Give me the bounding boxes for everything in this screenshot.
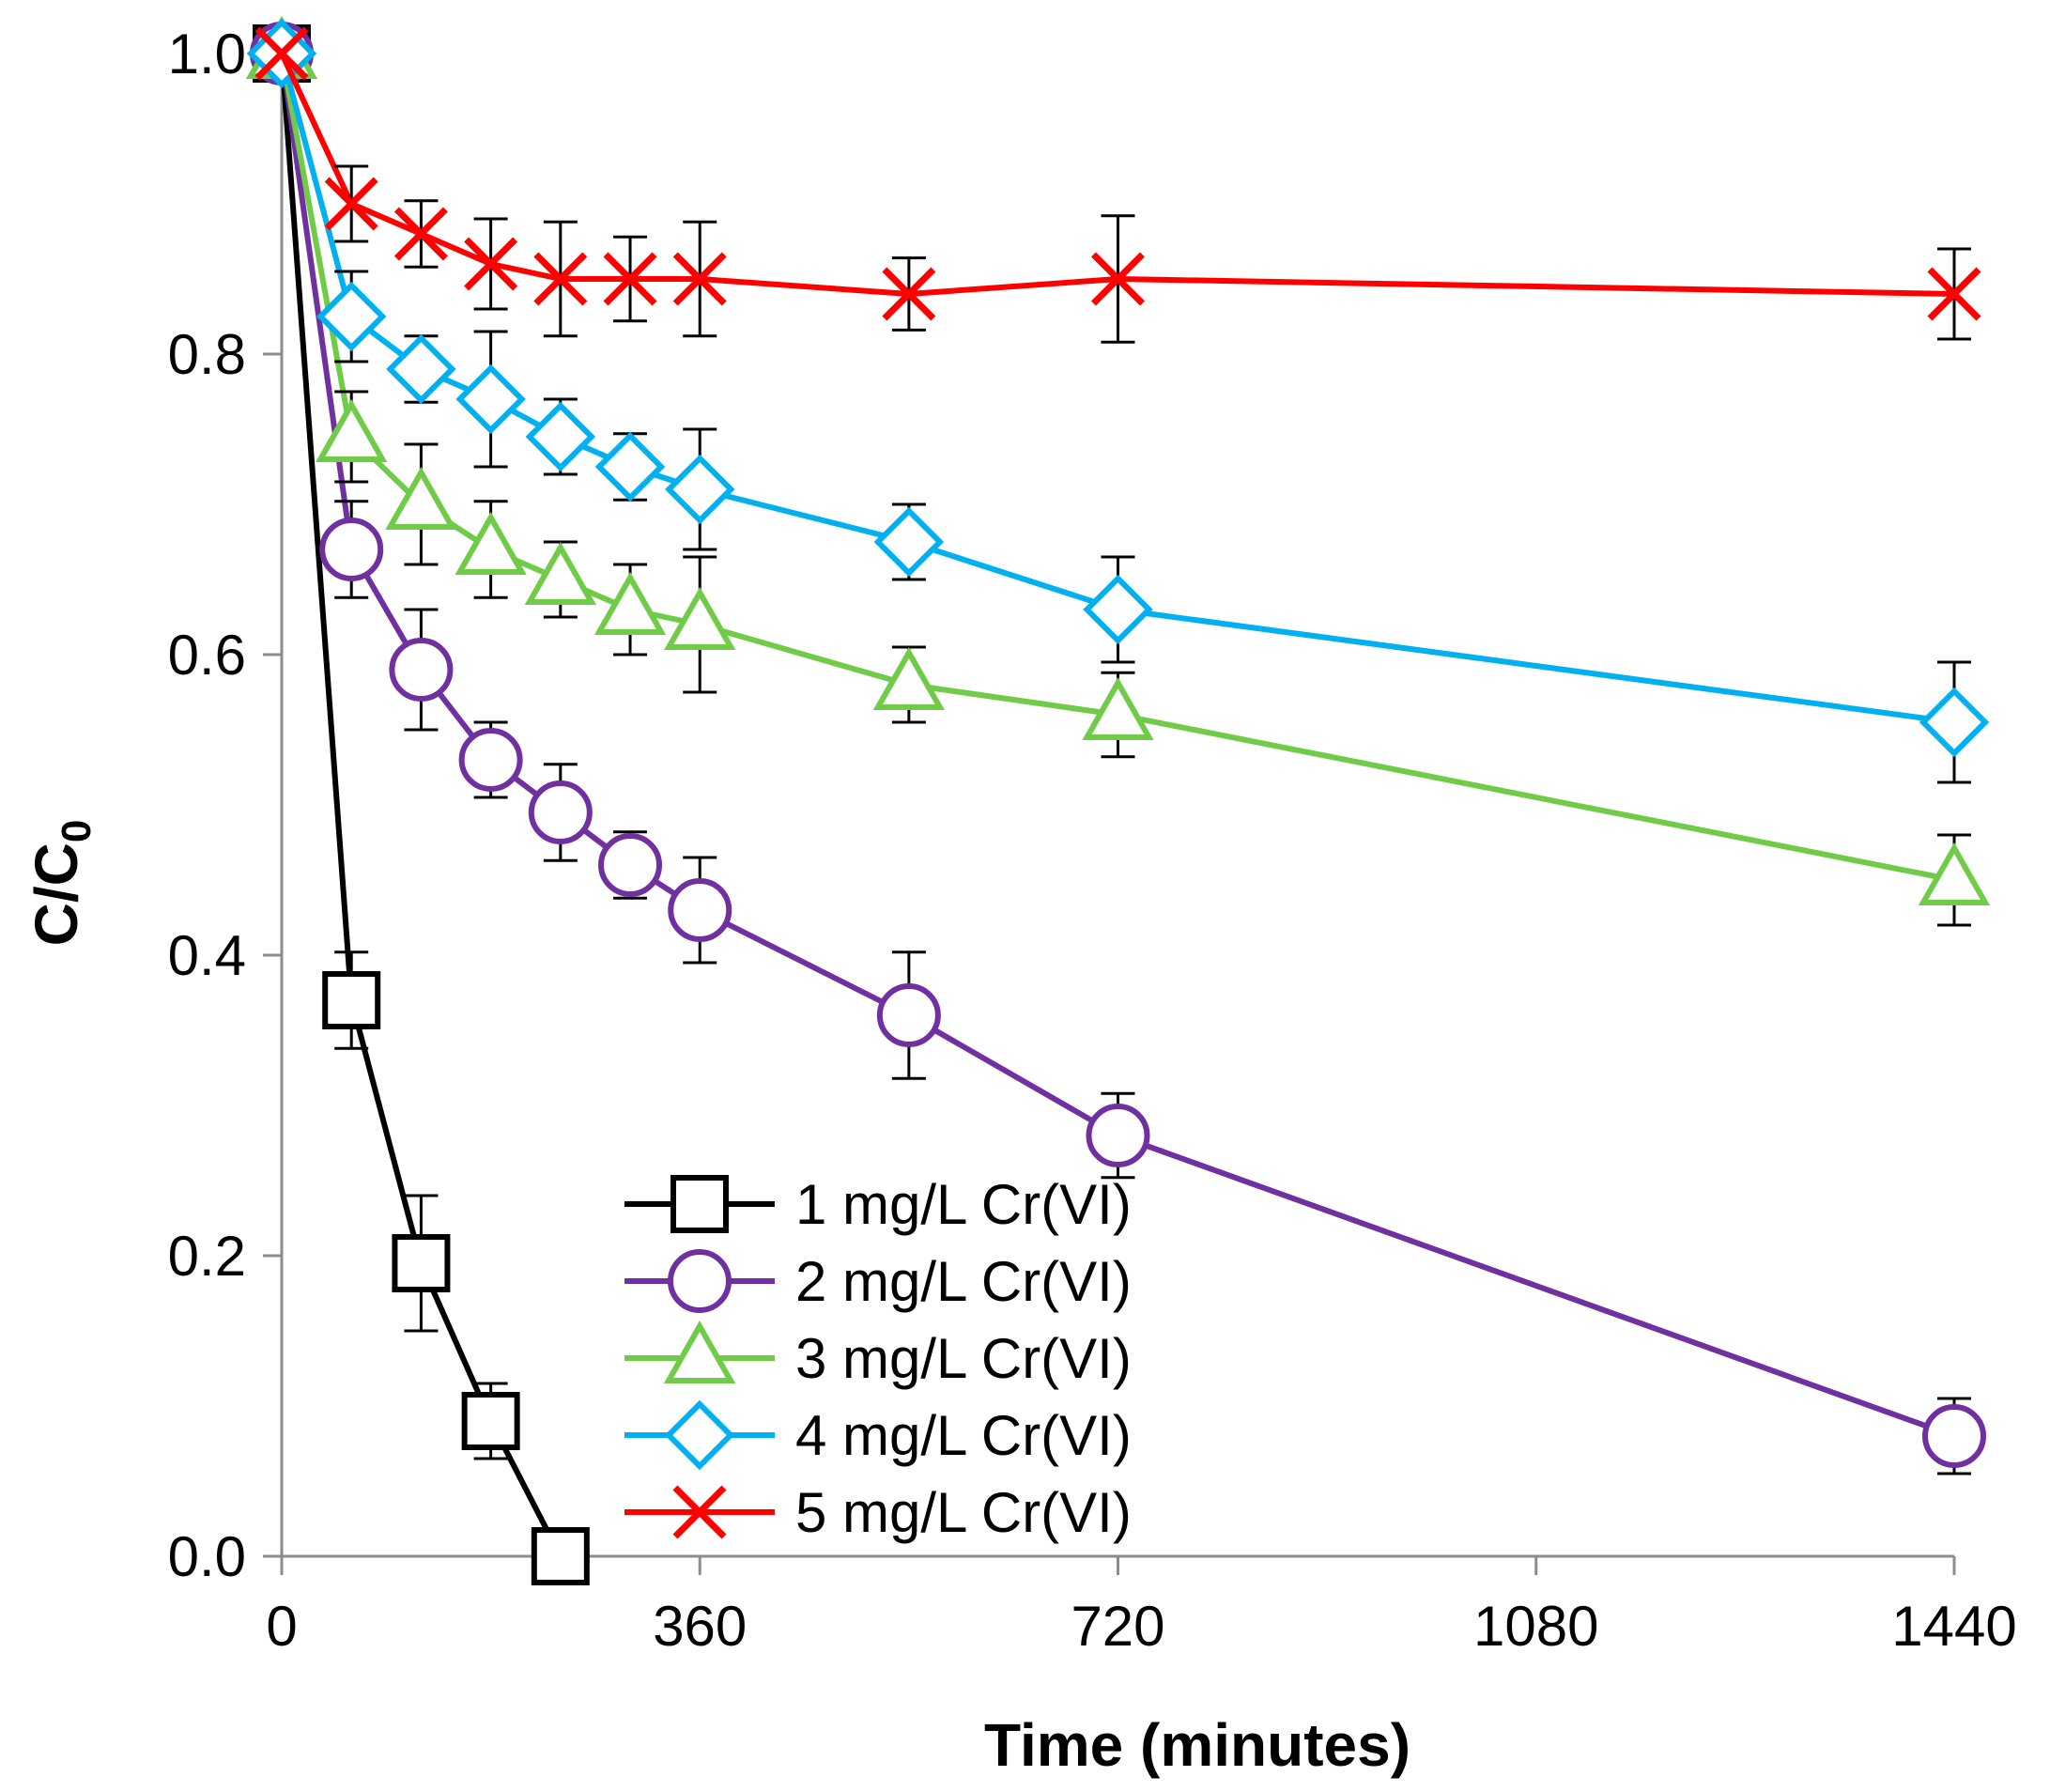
data-point [458, 728, 523, 792]
data-point [1918, 842, 1991, 905]
axes: 0.0 0.2 0.4 0.6 0.8 1.0 0 360 720 1080 1440 [168, 23, 2017, 1658]
data-point [1082, 676, 1154, 740]
y-tick-label: 1.0 [168, 23, 246, 85]
legend-entry-2: 2 mg/L Cr(VI) [624, 1249, 1132, 1313]
y-axis-title-subscript: 0 [54, 820, 100, 842]
legend-label: 2 mg/L Cr(VI) [795, 1250, 1132, 1313]
x-tick-label: 1080 [1473, 1595, 1598, 1658]
data-point [603, 252, 657, 306]
data-point [316, 281, 387, 352]
data-point [882, 267, 936, 321]
legend-label: 3 mg/L Cr(VI) [795, 1327, 1132, 1390]
legend-entry-1: 1 mg/L Cr(VI) [624, 1173, 1132, 1236]
data-point [464, 237, 518, 291]
data-point [665, 454, 735, 525]
data-point [319, 518, 384, 581]
legend: 1 mg/L Cr(VI) 2 mg/L Cr(VI) 3 mg/L Cr(VI) 4… [624, 1173, 1132, 1544]
data-point [1927, 267, 1981, 321]
data-point [322, 971, 381, 1029]
data-point [1922, 1404, 1986, 1468]
y-tick-label: 0.8 [168, 323, 246, 386]
data-point [461, 1392, 520, 1450]
data-point [531, 1527, 590, 1585]
data-point [316, 398, 388, 462]
y-axis-title: C/C0 [23, 820, 100, 947]
x-tick-label: 360 [653, 1595, 747, 1658]
legend-label: 1 mg/L Cr(VI) [795, 1173, 1132, 1236]
y-tick-label: 0.6 [168, 624, 246, 687]
data-point [876, 983, 941, 1047]
x-axis-title: Time (minutes) [984, 1711, 1410, 1779]
legend-marker [663, 1320, 736, 1383]
data-point [1091, 252, 1145, 306]
series-2 [250, 22, 1986, 1475]
y-tick-label: 0.2 [168, 1225, 246, 1288]
data-point [393, 207, 448, 261]
data-point [1083, 574, 1153, 645]
series-3 [245, 15, 1991, 927]
legend-marker [668, 1249, 732, 1313]
legend-label: 4 mg/L Cr(VI) [795, 1404, 1132, 1467]
data-point [389, 638, 454, 702]
data-point [455, 511, 527, 575]
data-point [524, 541, 596, 605]
data-point [392, 1234, 451, 1292]
legend-marker [672, 1485, 727, 1539]
data-point [1086, 1104, 1150, 1167]
data-point [593, 571, 667, 635]
y-tick-label: 0.0 [168, 1525, 246, 1588]
data-point [1919, 687, 1990, 758]
legend-entry-3: 3 mg/L Cr(VI) [624, 1320, 1132, 1390]
data-point [873, 506, 945, 578]
series-line [279, 53, 1956, 1439]
data-point [668, 878, 732, 942]
series-layer [245, 15, 1991, 1585]
legend-entry-4: 4 mg/L Cr(VI) [624, 1399, 1132, 1471]
data-point [872, 646, 946, 710]
legend-marker [664, 1399, 735, 1471]
data-point [455, 363, 526, 435]
data-point [594, 431, 666, 502]
series-5 [254, 26, 1981, 344]
data-point [324, 177, 378, 231]
series-line [279, 53, 1955, 883]
x-tick-label: 1440 [1891, 1595, 2016, 1658]
x-tick-label: 0 [266, 1595, 297, 1658]
data-point [664, 586, 736, 650]
series-line [279, 53, 1955, 725]
y-tick-label: 0.4 [168, 924, 246, 987]
legend-marker [670, 1175, 729, 1233]
data-point [533, 252, 588, 306]
data-point [385, 466, 457, 530]
data-point [598, 833, 663, 897]
data-point [525, 401, 596, 472]
data-point [528, 780, 593, 844]
x-tick-label: 720 [1071, 1595, 1164, 1658]
series-line [279, 52, 1955, 297]
y-axis-title-main: C/C [23, 842, 90, 946]
legend-entry-5: 5 mg/L Cr(VI) [624, 1481, 1132, 1544]
data-point [672, 252, 727, 306]
legend-label: 5 mg/L Cr(VI) [795, 1481, 1132, 1544]
data-point [386, 333, 456, 405]
series-4 [246, 18, 1990, 784]
data-point [254, 26, 309, 81]
